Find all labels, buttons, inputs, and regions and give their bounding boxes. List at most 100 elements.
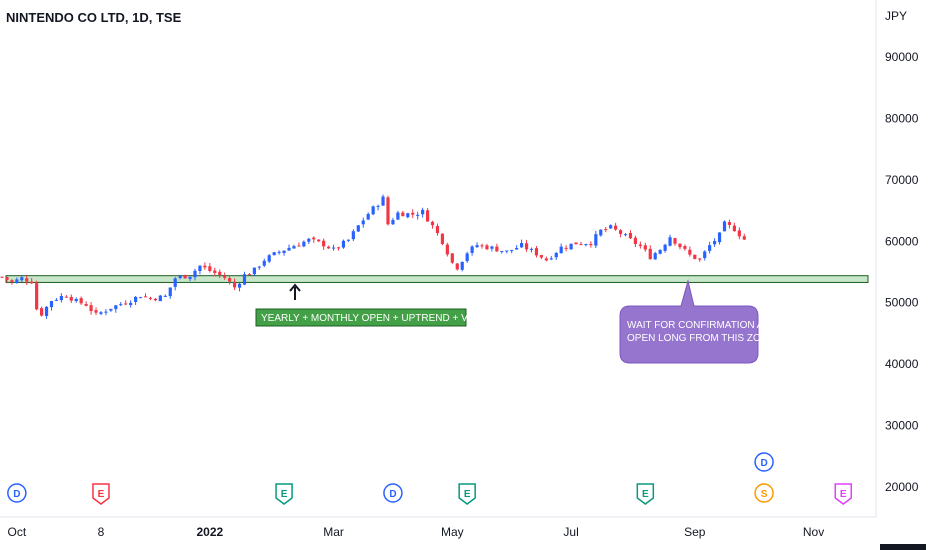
event-marker-s[interactable]: S (754, 483, 774, 503)
candle-body (643, 245, 647, 250)
x-tick-label: May (441, 525, 464, 539)
time-axis[interactable]: Oct 8 2022 Mar May Jul Sep Nov (8, 525, 825, 539)
candle-body (599, 229, 603, 236)
candle-body (331, 247, 336, 249)
candle-body (124, 303, 128, 305)
zone-label-text: YEARLY + MONTHLY OPEN + UPTREND + VOLUME (261, 313, 504, 324)
candle-body (228, 278, 232, 282)
candle-body (336, 247, 341, 249)
candle-body (188, 276, 192, 279)
candle-body (327, 246, 331, 249)
candle-body (168, 287, 172, 297)
candle-body (134, 296, 138, 302)
x-tick-label: 8 (98, 525, 105, 539)
candle-body (203, 265, 207, 268)
event-marker-e[interactable]: E (92, 483, 110, 505)
price-axis[interactable]: 20000 30000 40000 50000 60000 70000 80000 90000 (885, 50, 919, 494)
candle-body (594, 234, 598, 246)
candle-body (341, 240, 346, 248)
event-marker-d[interactable]: D (754, 452, 774, 472)
candle-body (455, 263, 459, 270)
candle-body (25, 278, 29, 282)
event-marker-e[interactable]: E (458, 483, 476, 505)
candle-body (49, 301, 54, 308)
candle-body (178, 275, 182, 279)
candle-body (351, 231, 355, 240)
logo-mark (880, 544, 926, 550)
candle-body (287, 247, 291, 251)
candle-body (411, 212, 415, 215)
candle-body (529, 248, 534, 250)
candle-body (5, 276, 9, 280)
candle-body (312, 237, 316, 240)
candle-body (371, 206, 375, 215)
candle-body (376, 205, 380, 207)
candle-body (569, 243, 573, 250)
candle-body (510, 249, 514, 251)
candle-body (737, 230, 741, 237)
candle-body (272, 252, 276, 256)
candle-body (252, 267, 256, 275)
candle-body (495, 246, 499, 252)
candle-body (69, 296, 73, 301)
event-marker-d[interactable]: D (7, 483, 27, 503)
candle-body (505, 250, 509, 252)
candle-body (698, 258, 702, 260)
candles (0, 194, 746, 319)
candle-body (173, 278, 177, 287)
support-zone[interactable] (5, 275, 869, 283)
candle-body (584, 244, 588, 246)
candle-body (559, 246, 563, 254)
candle-body (520, 243, 524, 248)
y-tick-label: 70000 (885, 173, 919, 187)
candle-body (143, 296, 148, 298)
candle-body (683, 246, 687, 249)
candle-body (460, 261, 464, 270)
candle-body (129, 302, 133, 306)
event-markers[interactable]: D E E D E E D S E (7, 452, 853, 505)
candle-body (445, 244, 449, 255)
zone-label[interactable]: YEARLY + MONTHLY OPEN + UPTREND + VOLUME (255, 308, 504, 327)
currency-label: JPY (885, 9, 907, 23)
candle-body (153, 298, 158, 301)
event-marker-d[interactable]: D (383, 483, 403, 503)
candle-body (470, 246, 474, 253)
event-marker-e[interactable]: E (636, 483, 655, 505)
candle-body (450, 253, 454, 263)
candle-body (282, 250, 286, 253)
candle-body (39, 308, 44, 316)
event-marker-label: D (13, 489, 20, 500)
candle-body (490, 246, 494, 249)
candle-body (544, 258, 548, 261)
callout-note[interactable]: WAIT FOR CONFIRMATION AND OPEN LONG FROM… (619, 279, 778, 364)
candle-body (693, 254, 697, 259)
candle-body (425, 210, 430, 222)
candle-body (668, 237, 672, 246)
event-marker-e[interactable]: E (834, 483, 853, 505)
candle-body (10, 280, 14, 282)
event-marker-e[interactable]: E (275, 483, 293, 505)
candle-body (89, 305, 93, 312)
y-tick-label: 30000 (885, 419, 919, 433)
candle-body (138, 297, 143, 299)
candle-body (302, 241, 306, 247)
candle-body (534, 248, 539, 256)
y-tick-label: 40000 (885, 357, 919, 371)
candle-body (59, 296, 63, 301)
y-tick-label: 80000 (885, 111, 919, 125)
x-tick-label: Mar (323, 525, 344, 539)
chart-title: NINTENDO CO LTD, 1D, TSE (6, 10, 182, 25)
event-marker-label: S (761, 489, 768, 500)
candle-body (79, 298, 83, 304)
candle-body (84, 304, 88, 306)
event-marker-label: D (760, 458, 767, 469)
candle-body (381, 196, 385, 206)
event-marker-label: E (281, 489, 288, 500)
candle-body (109, 308, 113, 311)
candle-body (292, 246, 296, 249)
candle-body (717, 232, 722, 243)
candle-body (658, 250, 662, 254)
candle-body (549, 258, 553, 260)
candle-body (524, 243, 529, 250)
